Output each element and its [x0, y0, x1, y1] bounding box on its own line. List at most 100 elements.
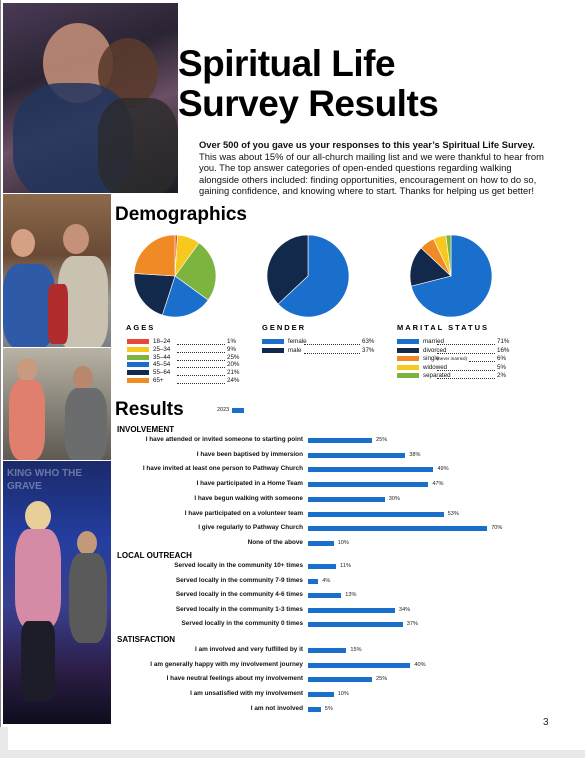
- results-bar-value: 34%: [399, 606, 411, 613]
- results-bar-value: 53%: [447, 510, 459, 517]
- marital-legend-leader: [437, 372, 495, 379]
- results-bar-label: Served locally in the community 4-6 time…: [175, 591, 303, 599]
- results-heading: Results: [115, 399, 184, 420]
- results-bar-label: Served locally in the community 10+ time…: [174, 562, 303, 569]
- marital-legend-label: widowed: [423, 363, 448, 371]
- results-bar-value: 49%: [437, 466, 449, 473]
- marital-legend-swatch: [397, 356, 419, 361]
- results-bar: [308, 526, 488, 532]
- ages-legend-pct: 25%: [227, 353, 240, 361]
- title-line-2: Survey Results: [178, 83, 439, 124]
- ages-legend-label: 18–24: [153, 338, 171, 345]
- ages-legend-row: 25–34 9%: [127, 346, 239, 355]
- ages-pie-chart: [133, 234, 217, 318]
- results-bar-value: 15%: [350, 647, 362, 653]
- marital-legend-pct: 16%: [497, 346, 510, 354]
- ages-legend-row: 45–54 20%: [127, 361, 239, 370]
- ages-legend-swatch: [127, 362, 149, 368]
- marital-slice-married: [410, 234, 493, 318]
- gender-pie-chart: [266, 234, 350, 318]
- results-legend-label: 2023: [217, 407, 230, 413]
- results-bar: [308, 607, 396, 613]
- results-bar-label: I have been baptised by immersion: [196, 450, 303, 458]
- results-bar: [308, 452, 406, 458]
- marital-legend-pct: 5%: [497, 363, 506, 371]
- title-line-1: Spiritual Life: [178, 43, 396, 84]
- ages-legend-swatch: [127, 339, 149, 344]
- results-bar: [308, 482, 429, 488]
- marital-legend-row: divorced 16%: [397, 347, 509, 356]
- ages-legend-label: 35–44: [153, 353, 171, 361]
- marital-legend-pct: 71%: [497, 338, 510, 345]
- marital-pie-chart: [409, 234, 493, 318]
- gender-slice-female: [277, 234, 350, 318]
- gender-legend-leader: [304, 347, 360, 354]
- marital-legend-leader: [437, 338, 495, 345]
- results-bar-value: 11%: [340, 563, 351, 569]
- results-section-title: LOCAL OUTREACH: [117, 551, 192, 560]
- results-bar: [308, 706, 321, 712]
- results-bar: [308, 564, 337, 569]
- results-bar-label: I have invited at least one person to Pa…: [142, 465, 303, 473]
- page-number: 3: [543, 717, 549, 728]
- photo-women-talking: [3, 348, 111, 460]
- ages-legend-leader: [177, 354, 225, 361]
- page-edge: [0, 0, 1, 758]
- results-bar-label: Served locally in the community 7-9 time…: [175, 576, 303, 584]
- results-bar: [308, 662, 411, 668]
- results-bar: [308, 648, 347, 653]
- results-bar-label: I have attended or invited someone to st…: [145, 436, 303, 443]
- results-bar: [308, 496, 385, 502]
- marital-legend-swatch: [397, 339, 419, 344]
- marital-legend-note: (never married): [437, 355, 468, 361]
- gender-legend-row: female 63%: [262, 338, 374, 347]
- intro-rest: This was about 15% of our all-church mai…: [199, 150, 544, 197]
- results-section-title: SATISFACTION: [117, 635, 176, 644]
- ages-legend-label: 45–54: [153, 361, 171, 369]
- ages-legend-label: 55–64: [153, 369, 171, 377]
- ages-legend-swatch: [127, 354, 149, 360]
- gender-legend-swatch: [262, 347, 284, 353]
- results-bar: [308, 677, 372, 683]
- results-section-title: INVOLVEMENT: [117, 425, 175, 434]
- results-bar-label: Served locally in the community 1-3 time…: [175, 605, 303, 613]
- ages-legend-swatch: [127, 370, 149, 376]
- results-bar-label: I have participated on a volunteer team: [184, 509, 303, 517]
- results-bar-label: I have participated in a Home Team: [196, 480, 303, 488]
- results-bar: [308, 692, 334, 698]
- marital-legend-row: married 71%: [397, 338, 509, 347]
- results-bar-value: 25%: [376, 676, 388, 683]
- photo-embrace: [3, 3, 178, 193]
- photo-men-talking: [3, 194, 111, 347]
- ages-legend-pct: 24%: [227, 377, 240, 384]
- ages-legend-label: 25–34: [153, 345, 171, 353]
- demographics-heading: Demographics: [115, 204, 247, 225]
- gender-slice-male: [266, 234, 309, 305]
- results-bar-label: None of the above: [247, 538, 303, 546]
- ages-legend-row: 65+ 24%: [127, 377, 239, 386]
- ages-legend-pct: 20%: [227, 361, 240, 369]
- results-bar: [308, 511, 444, 517]
- results-bar: [308, 438, 372, 443]
- results-bar-label: I have neutral feelings about my involve…: [166, 675, 303, 683]
- ages-legend-pct: 9%: [227, 345, 236, 353]
- ages-legend-swatch: [127, 346, 149, 352]
- marital-legend-leader: [469, 355, 495, 362]
- results-bar-value: 5%: [324, 705, 333, 712]
- ages-title: AGES: [126, 323, 156, 332]
- marital-legend-pct: 2%: [497, 372, 506, 379]
- ages-legend-label: 65+: [153, 377, 164, 384]
- ages-legend-leader: [177, 361, 225, 369]
- marital-legend-row: single (never married) 6%: [397, 355, 509, 364]
- results-bar-label: I have begun walking with someone: [194, 494, 303, 502]
- marital-legend-leader: [437, 347, 495, 354]
- results-bar-label: I am unsatisfied with my involvement: [190, 690, 303, 698]
- marital-legend-row: widowed 5%: [397, 364, 509, 373]
- ages-legend-row: 18–24 1%: [127, 338, 239, 347]
- results-bar-value: 13%: [345, 592, 357, 599]
- page-title: Spiritual Life Survey Results: [178, 43, 439, 124]
- results-bar: [308, 622, 403, 628]
- marital-legend-swatch: [397, 364, 419, 370]
- results-bar-label: Served locally in the community 0 times: [181, 620, 303, 628]
- marital-legend-label: single: [423, 355, 440, 362]
